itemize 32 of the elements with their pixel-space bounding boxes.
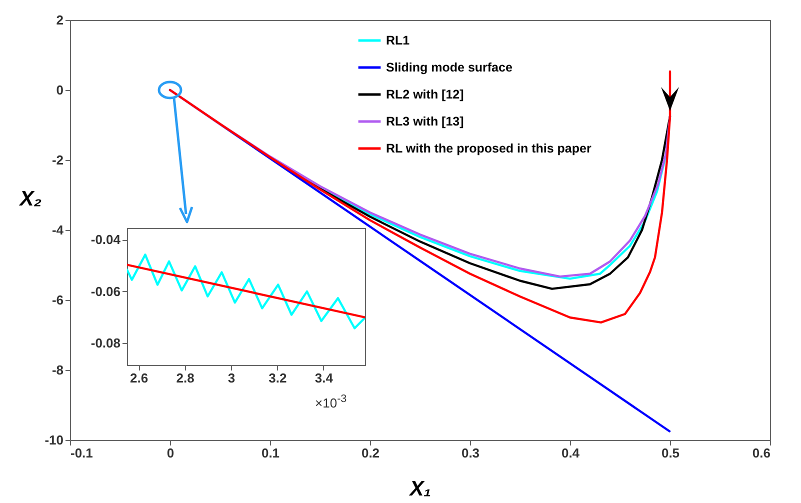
x-tick-label: 0.5 — [661, 446, 680, 460]
y-tick-label: -6 — [52, 292, 64, 308]
legend-label: RL1 — [386, 34, 410, 48]
y-tick-label: -0.08 — [90, 336, 120, 351]
x-tick-label: 0.4 — [561, 446, 580, 460]
line-series — [127, 254, 365, 330]
legend-label: RL with the proposed in this paper — [386, 142, 592, 156]
y-tick-label: -10 — [44, 432, 64, 448]
y-tick-label: 0 — [56, 82, 64, 98]
y-tick-label: -2 — [52, 152, 64, 168]
y-tick-label: -8 — [52, 362, 64, 378]
y-tick-label: -0.04 — [90, 232, 122, 248]
x-tick-label: 3 — [228, 370, 236, 386]
x-tick-label: 0.3 — [461, 446, 480, 460]
annotation: ×10$^{-3}$ — [315, 393, 347, 410]
x-tick-label: 0.2 — [361, 446, 380, 460]
x-tick-label: 0.6 — [752, 446, 770, 460]
x-tick-label: 0.1 — [261, 446, 280, 460]
y-tick-label: -0.06 — [90, 284, 120, 299]
x-tick-label: 0 — [166, 446, 174, 460]
y-axis-title: X₂ — [18, 188, 42, 210]
x-tick-label: 2.8 — [176, 370, 194, 386]
legend-label: RL3 with [13] — [386, 114, 464, 128]
y-tick-label: 2 — [56, 12, 64, 28]
x-tick-label: 3.2 — [268, 370, 287, 386]
x-tick-label: 3.4 — [314, 370, 334, 386]
y-tick-label: -4 — [52, 222, 64, 238]
x-tick-label: -0.1 — [70, 446, 93, 460]
legend-label: Sliding mode surface — [386, 60, 512, 74]
x-tick-label: 2.6 — [130, 370, 148, 386]
legend-label: RL2 with [12] — [386, 88, 464, 102]
x-axis-title: X₁ — [408, 478, 432, 500]
